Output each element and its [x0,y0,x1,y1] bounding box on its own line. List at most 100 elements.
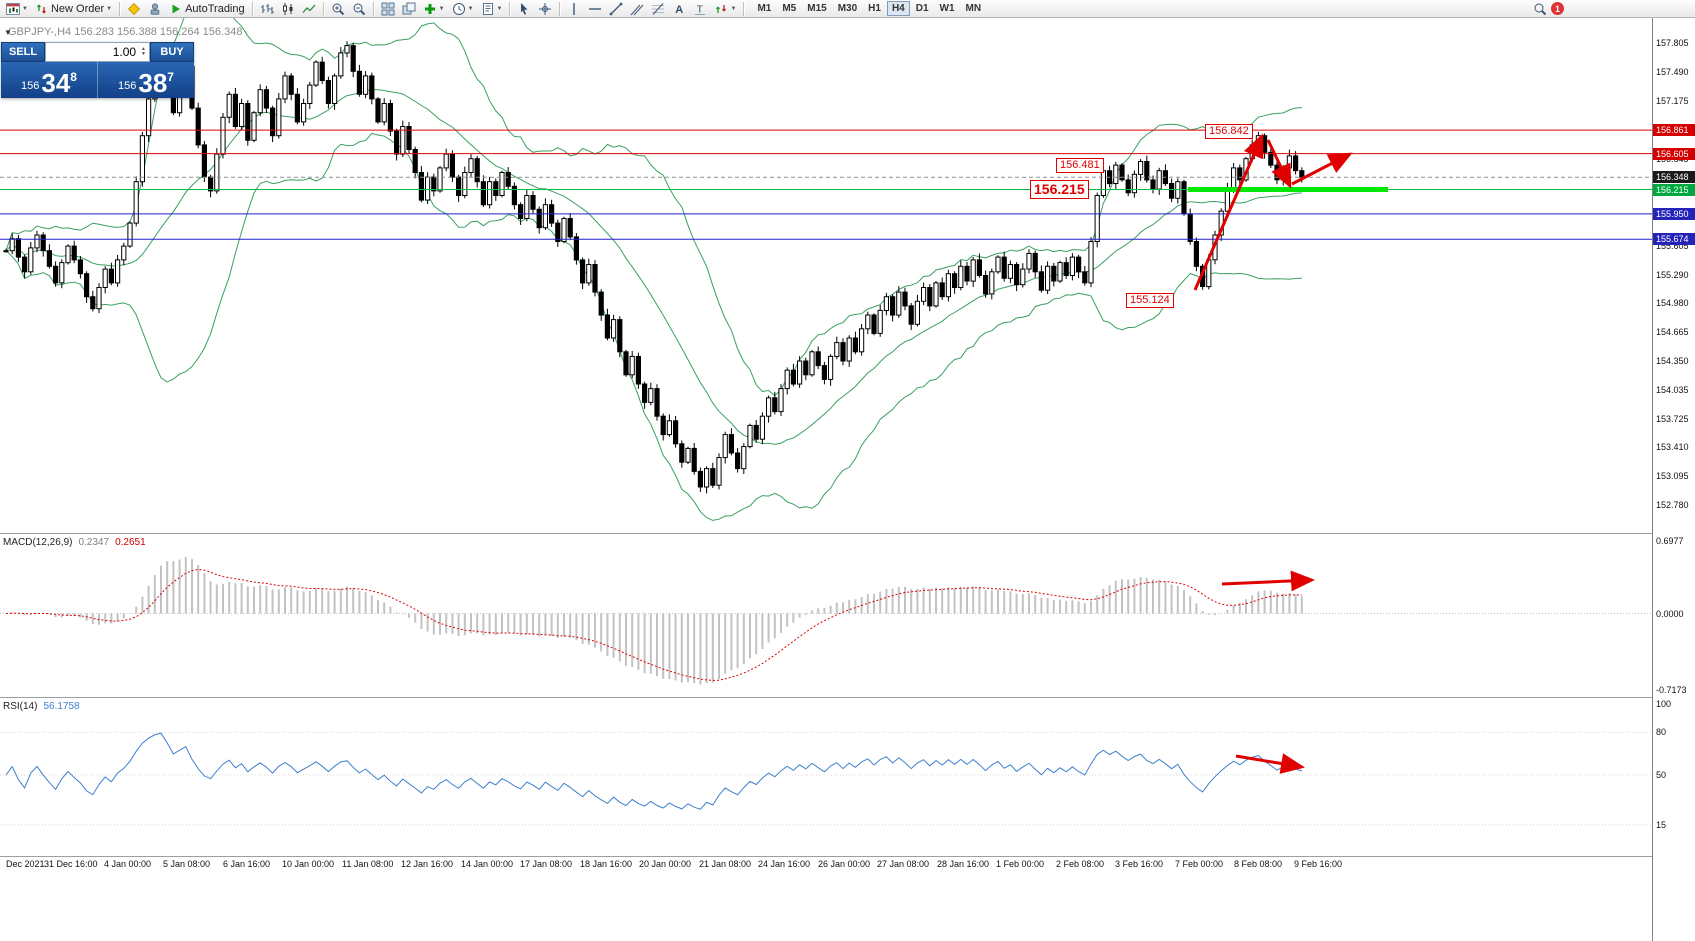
panel-separator[interactable] [0,533,1695,534]
price-level-label: 156.215 [1653,184,1695,196]
timeframe-h1[interactable]: H1 [868,3,881,14]
text-tool-button[interactable]: A [669,1,689,17]
timeframe-m1[interactable]: M1 [757,3,772,14]
price-level-label: 155.674 [1653,233,1695,245]
text-label-tool-button[interactable]: T [690,1,710,17]
toolbar-separator [322,1,324,16]
autotrading-button[interactable]: AutoTrading [166,1,248,17]
price-annotation[interactable]: 155.124 [1126,293,1174,308]
vertical-line-tool-button[interactable] [564,1,584,17]
periods-icon [452,2,465,15]
timeframe-m15[interactable]: M15 [807,3,827,14]
rsi-scale-label: 50 [1656,770,1667,780]
time-axis-label: 21 Jan 08:00 [699,859,752,869]
price-tick-label: 157.175 [1656,96,1689,106]
volume-field[interactable]: ▲▼ [45,42,150,62]
time-axis-label: 5 Jan 08:00 [163,859,211,869]
new-chart-button[interactable]: ▼ [3,1,31,17]
buy-button[interactable]: BUY [150,42,194,62]
bollinger-upper-band [5,18,1302,397]
rsi-panel-canvas[interactable] [0,698,1652,856]
timeframe-bar: M1 M5 M15 M30 H1 H4 D1 W1 MN [752,1,986,16]
price-tick-label: 154.980 [1656,298,1689,308]
metaeditor-button[interactable] [124,1,144,17]
timeframe-m5[interactable]: M5 [782,3,797,14]
notification-badge[interactable]: 1 [1551,2,1564,15]
macd-trend-arrow[interactable] [1221,570,1315,592]
line-chart-type-button[interactable] [299,1,319,17]
toolbar-separator [743,1,745,16]
volume-input[interactable] [46,45,139,59]
new-order-button[interactable]: New Order ▼ [32,1,115,17]
trend-arrow[interactable] [1193,133,1264,291]
price-level-label: 155.950 [1653,208,1695,220]
support-zone-highlight[interactable] [1188,187,1388,192]
vertical-line-icon [573,2,576,15]
time-axis-label: 27 Jan 08:00 [877,859,930,869]
price-annotation[interactable]: 156.481 [1056,158,1104,173]
templates-button[interactable]: ▼ [478,1,506,17]
time-axis-label: 11 Jan 08:00 [342,859,394,869]
price-annotation[interactable]: 156.215 [1030,180,1089,199]
timeframe-w1[interactable]: W1 [939,3,955,14]
price-scale[interactable]: 157.805157.490157.175156.860156.545156.2… [1652,18,1695,941]
price-annotation[interactable]: 156.842 [1205,124,1253,139]
rsi-trend-arrow[interactable] [1235,753,1305,774]
timeframe-m30[interactable]: M30 [837,3,858,14]
volume-up-icon[interactable]: ▲ [141,46,146,52]
volume-spinner[interactable]: ▲ ▼ [138,47,149,57]
cursor-button[interactable] [514,1,534,17]
timeframe-mn[interactable]: MN [965,3,982,14]
bid-price[interactable]: 156 34 8 [1,62,97,98]
bid-big: 34 [41,68,71,98]
cascade-windows-button[interactable] [399,1,419,17]
time-axis-label: 18 Jan 16:00 [580,859,633,869]
autotrading-play-icon [172,4,181,13]
indicators-button[interactable]: ▼ [420,1,448,17]
channel-tool-button[interactable] [627,1,647,17]
volume-down-icon[interactable]: ▼ [141,51,146,57]
toolbar-separator [372,1,374,16]
time-axis-label: 6 Jan 16:00 [223,859,271,869]
bar-chart-type-button[interactable] [257,1,277,17]
expert-advisors-button[interactable] [145,1,165,17]
trendline-tool-button[interactable] [606,1,626,17]
fibonacci-icon [652,2,665,15]
zoom-out-button[interactable] [349,1,369,17]
timeframe-d1[interactable]: D1 [915,3,929,14]
time-axis-label: 26 Jan 00:00 [818,859,871,869]
rsi-scale-label: 100 [1656,699,1672,709]
search-button[interactable] [1530,1,1550,17]
rsi-scale-label: 80 [1656,727,1667,737]
fibonacci-tool-button[interactable] [648,1,668,17]
time-axis-label: 2 Feb 08:00 [1056,859,1105,869]
candlestick-chart-type-button[interactable] [278,1,298,17]
time-axis-label: 24 Jan 16:00 [758,859,811,869]
time-axis[interactable]: Dec 2021 31 Dec 16:00 4 Jan 00:00 5 Jan 08:… [0,857,1652,875]
zoom-in-button[interactable] [328,1,348,17]
periods-button[interactable]: ▼ [449,1,477,17]
price-chart-canvas[interactable] [0,18,1652,533]
rsi-value: 56.1758 [43,701,80,712]
dropdown-caret-icon: ▼ [22,5,28,12]
ask-price[interactable]: 156 38 7 [97,62,194,98]
collapse-trade-panel-icon[interactable]: ▼ [4,28,12,37]
timeframe-h4[interactable]: H4 [886,1,910,16]
macd-scale-label: 0.6977 [1656,536,1684,546]
sell-button[interactable]: SELL [1,42,45,62]
metaeditor-icon [128,2,141,15]
price-tick-label: 154.350 [1656,356,1689,366]
panel-separator[interactable] [0,697,1695,698]
trend-arrow[interactable] [1291,152,1353,186]
horizontal-line-tool-button[interactable] [585,1,605,17]
search-icon [1534,3,1547,15]
cascade-windows-icon [402,2,416,14]
macd-main-value: 0.2347 [78,537,110,548]
arrows-tool-button[interactable]: ▼ [711,1,739,17]
macd-scale-label: -0.7173 [1656,685,1687,695]
macd-panel-canvas[interactable] [0,534,1652,697]
trend-arrow[interactable] [1266,139,1292,189]
crosshair-button[interactable] [535,1,555,17]
tile-windows-button[interactable] [378,1,398,17]
